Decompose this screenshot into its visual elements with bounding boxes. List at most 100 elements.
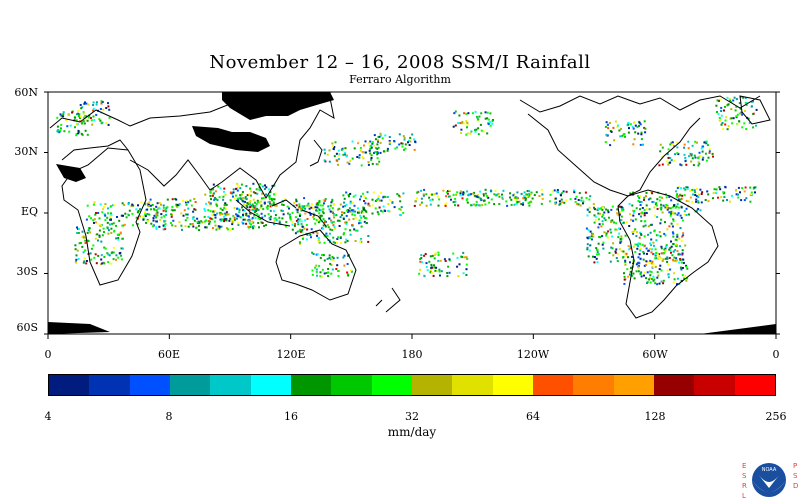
rain-cell xyxy=(686,277,689,280)
rain-cell xyxy=(316,234,318,237)
rain-cell xyxy=(245,222,248,225)
rain-cell xyxy=(338,219,341,222)
colorbar-swatch xyxy=(573,375,614,395)
rain-cell xyxy=(717,99,720,102)
rain-cell xyxy=(304,219,307,222)
rain-cell xyxy=(215,228,218,231)
rain-cell xyxy=(420,254,423,257)
rain-cell xyxy=(315,209,318,212)
rain-cell xyxy=(83,122,86,125)
rain-cell xyxy=(620,207,623,210)
rain-cell xyxy=(152,225,155,228)
rain-cell xyxy=(97,239,99,242)
rain-cell xyxy=(139,208,141,211)
rain-cell xyxy=(586,246,589,249)
rain-cell xyxy=(107,261,110,263)
rainfall-map xyxy=(44,91,780,339)
rain-cell xyxy=(651,262,653,265)
rain-cell xyxy=(345,238,348,241)
rain-cell xyxy=(645,191,648,194)
rain-cell xyxy=(653,230,656,233)
rain-cell xyxy=(693,189,696,192)
rain-cell xyxy=(306,218,309,220)
rain-cell xyxy=(712,197,714,200)
rain-cell xyxy=(638,121,641,124)
rain-cell xyxy=(681,235,684,238)
rain-cell xyxy=(509,196,511,199)
rain-cell xyxy=(680,261,683,264)
rain-cell xyxy=(313,214,316,217)
colorbar-tick-8: 8 xyxy=(165,410,173,423)
rain-cell xyxy=(601,243,604,246)
rain-cell xyxy=(192,217,194,220)
rain-cell xyxy=(176,204,179,206)
rain-cell xyxy=(136,211,139,214)
rain-cell xyxy=(229,199,232,202)
rain-cell xyxy=(311,251,314,254)
rain-cell xyxy=(409,136,412,139)
rain-cell xyxy=(261,185,264,188)
rain-cell xyxy=(599,207,601,210)
rain-cell xyxy=(324,198,327,201)
rain-cell xyxy=(729,99,731,102)
rain-cell xyxy=(388,136,391,138)
noaa-logo[interactable]: E S R L NOAA P S D xyxy=(738,458,800,500)
rain-cell xyxy=(708,150,711,153)
rain-cell xyxy=(653,244,655,247)
rain-cell xyxy=(430,263,433,266)
rain-cell xyxy=(239,196,242,199)
rain-cell xyxy=(622,208,625,211)
rain-cell xyxy=(319,256,322,259)
rain-cell xyxy=(656,208,659,210)
rain-cell xyxy=(670,212,673,214)
rain-cell xyxy=(435,266,438,269)
rain-cell xyxy=(403,148,406,151)
rain-cell xyxy=(76,123,78,126)
rain-cell xyxy=(484,117,487,120)
rain-cell xyxy=(639,204,642,206)
rain-cell xyxy=(730,100,733,103)
rain-cell xyxy=(346,273,349,276)
rain-cell xyxy=(272,203,275,206)
rain-cell xyxy=(231,227,234,230)
rain-cell xyxy=(522,203,524,206)
rain-cell xyxy=(605,234,608,237)
rain-cell xyxy=(535,191,538,194)
rain-cell xyxy=(708,152,711,154)
rain-cell xyxy=(561,192,563,195)
rain-cell xyxy=(658,253,661,256)
rain-cell xyxy=(108,108,111,111)
rain-cell xyxy=(95,212,97,214)
rain-cell xyxy=(232,195,234,198)
rain-cell xyxy=(92,107,95,110)
rain-cell xyxy=(589,244,592,247)
rain-cell xyxy=(289,215,292,218)
rain-cell xyxy=(85,218,88,221)
rain-cell xyxy=(288,213,291,216)
rain-cell xyxy=(318,200,321,203)
rain-cell xyxy=(294,232,297,235)
rain-cell xyxy=(724,123,727,126)
rain-cell xyxy=(422,193,425,196)
rain-cell xyxy=(194,201,197,203)
rain-cell xyxy=(77,232,80,234)
rain-cell xyxy=(144,202,146,205)
rain-cell xyxy=(323,259,326,262)
rain-cell xyxy=(379,141,382,144)
rain-cell xyxy=(703,141,706,144)
rain-cell xyxy=(379,132,382,135)
rain-cell xyxy=(562,190,565,193)
rain-cell xyxy=(89,117,92,119)
rain-cell xyxy=(667,273,670,276)
rain-cell xyxy=(673,278,676,281)
rain-cell xyxy=(488,201,491,204)
rain-cell xyxy=(77,129,80,132)
rain-cell xyxy=(645,212,648,214)
rain-cell xyxy=(662,258,665,261)
rain-cell xyxy=(631,231,634,233)
rain-cell xyxy=(656,216,659,218)
rain-cell xyxy=(300,222,303,225)
rain-cell xyxy=(248,222,251,225)
rain-cell xyxy=(510,203,513,206)
rain-cell xyxy=(321,204,324,207)
